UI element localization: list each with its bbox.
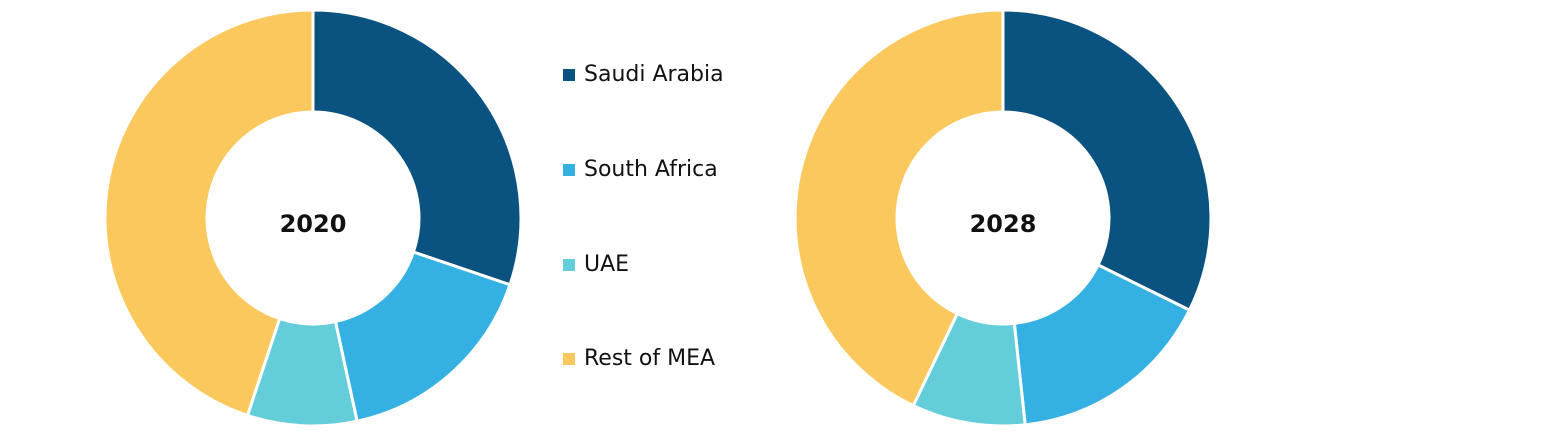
donut-slice — [311, 8, 523, 287]
donut-slice — [333, 250, 512, 424]
legend-label: UAE — [584, 252, 629, 277]
donut-slice — [103, 8, 315, 418]
donut-slice — [793, 8, 1005, 408]
donut-slice — [1012, 262, 1192, 427]
chart-title: 2028 — [970, 210, 1037, 238]
legend-swatch — [563, 164, 575, 176]
legend-label: Rest of MEA — [584, 346, 715, 371]
legend-label: Saudi Arabia — [584, 62, 724, 87]
legend-swatch — [563, 69, 575, 81]
legend-swatch — [563, 353, 575, 365]
legend-swatch — [563, 259, 575, 271]
legend-label: South Africa — [584, 157, 718, 182]
donut-slice — [1001, 8, 1213, 313]
chart-title: 2020 — [280, 210, 347, 238]
